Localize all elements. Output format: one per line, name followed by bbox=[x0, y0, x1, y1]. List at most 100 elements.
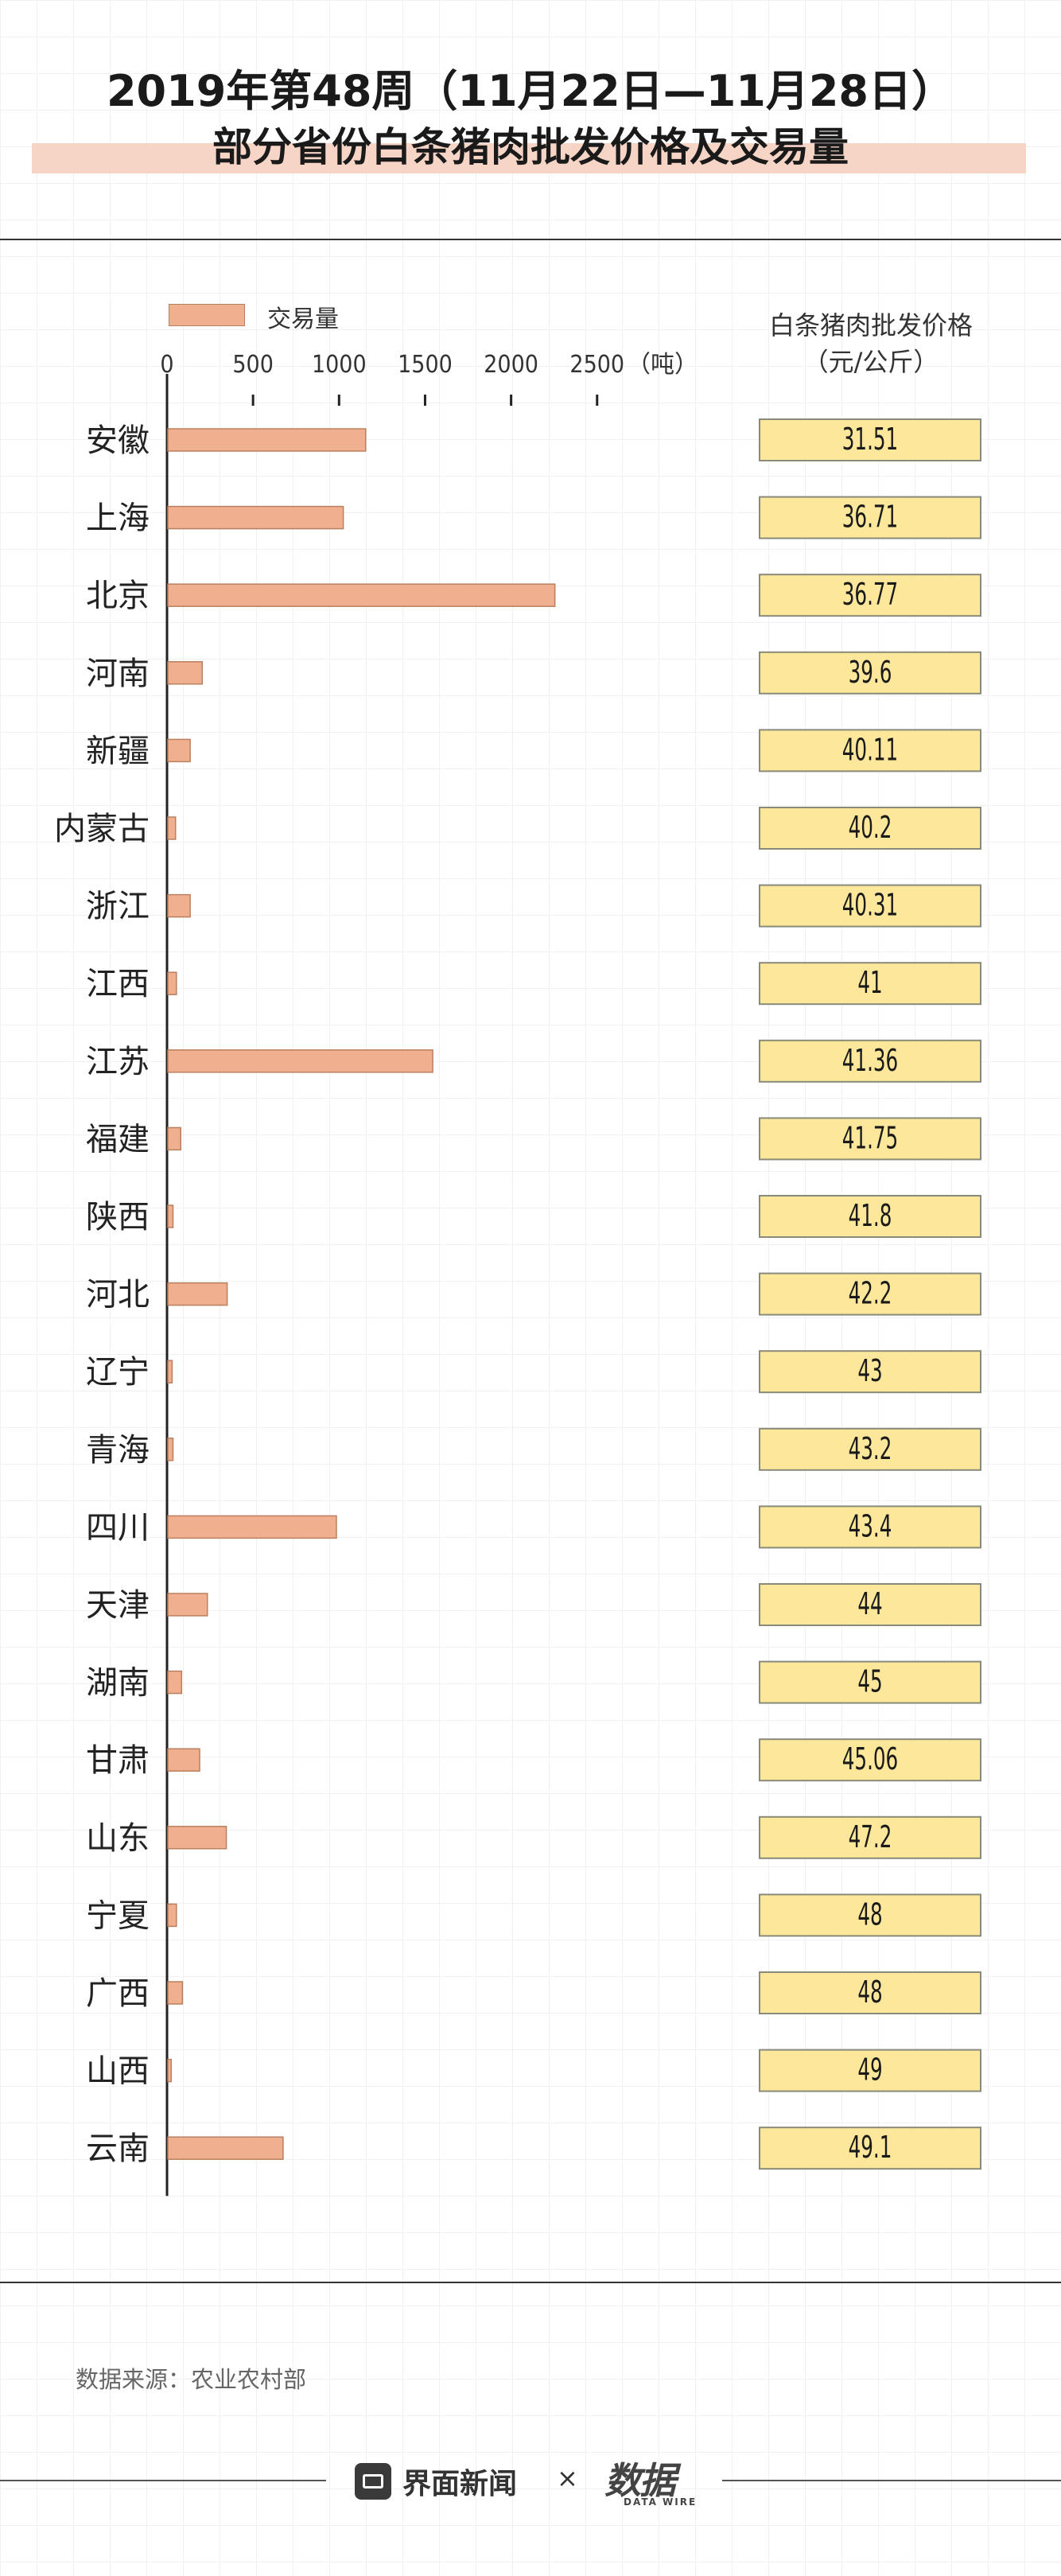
category-label: 湖南 bbox=[86, 1665, 150, 1702]
category-label: 四川 bbox=[86, 1509, 150, 1546]
brand-separator: × bbox=[557, 2463, 578, 2493]
volume-bar bbox=[167, 1049, 433, 1073]
volume-bar bbox=[167, 1282, 228, 1306]
volume-bar bbox=[167, 816, 177, 840]
price-box bbox=[759, 1195, 981, 1238]
category-label: 江苏 bbox=[86, 1044, 150, 1080]
price-value: 45.06 bbox=[842, 1741, 898, 1777]
x-tick-label: 500 bbox=[232, 351, 274, 379]
category-label: 江西 bbox=[86, 966, 150, 1002]
price-value: 40.31 bbox=[842, 887, 898, 923]
price-box bbox=[759, 1427, 981, 1471]
price-value: 47.2 bbox=[849, 1819, 892, 1854]
price-box bbox=[759, 1272, 981, 1316]
price-value: 48 bbox=[857, 1974, 882, 2010]
price-value: 31.51 bbox=[842, 421, 898, 457]
price-box bbox=[759, 884, 981, 928]
legend-label: 交易量 bbox=[267, 305, 339, 333]
brand-logo-icon bbox=[355, 2463, 391, 2500]
category-label: 云南 bbox=[86, 2130, 150, 2167]
chart-title: 2019年第48周（11月22日—11月28日） bbox=[106, 66, 955, 116]
partner-logo-sub: DATA WIRE bbox=[624, 2496, 698, 2508]
volume-bar bbox=[167, 893, 191, 918]
price-box bbox=[759, 1117, 981, 1161]
price-value: 42.2 bbox=[849, 1275, 892, 1311]
price-box bbox=[759, 1738, 981, 1782]
volume-bar bbox=[167, 583, 556, 607]
category-label: 安徽 bbox=[86, 422, 150, 459]
bar-chart: 0 500 1000 1500 2000 2500 （吨） 安徽 31.51 上海 36.71 北京 3… bbox=[54, 351, 981, 2197]
category-label: 宁夏 bbox=[86, 1897, 150, 1934]
price-unit: （元/公斤） bbox=[803, 347, 939, 377]
category-label: 山西 bbox=[86, 2053, 150, 2090]
price-header: 白条猪肉批发价格 bbox=[768, 310, 973, 340]
price-box bbox=[759, 2049, 981, 2092]
price-box bbox=[759, 1505, 981, 1549]
price-value: 41 bbox=[857, 965, 882, 1001]
category-label: 浙江 bbox=[86, 889, 150, 925]
price-value: 49.1 bbox=[849, 2130, 892, 2165]
volume-bar bbox=[167, 1593, 208, 1617]
category-label: 内蒙古 bbox=[54, 811, 150, 847]
category-label: 山东 bbox=[86, 1820, 150, 1857]
category-label: 陕西 bbox=[86, 1199, 150, 1235]
price-box bbox=[759, 1815, 981, 1859]
volume-bar bbox=[167, 971, 177, 995]
price-value: 41.8 bbox=[849, 1197, 892, 1233]
price-box bbox=[759, 1039, 981, 1083]
price-value: 48 bbox=[857, 1897, 882, 1932]
chart-subtitle: 部分省份白条猪肉批发价格及交易量 bbox=[212, 124, 849, 170]
price-box bbox=[759, 1660, 981, 1704]
category-label: 甘肃 bbox=[86, 1742, 150, 1779]
category-label: 青海 bbox=[86, 1432, 150, 1469]
volume-bar bbox=[167, 661, 204, 685]
volume-bar bbox=[167, 1204, 174, 1228]
price-box bbox=[759, 1583, 981, 1626]
price-value: 40.11 bbox=[842, 732, 898, 768]
title-highlight bbox=[32, 143, 1026, 173]
price-value: 43.2 bbox=[849, 1430, 892, 1466]
volume-bar bbox=[167, 1903, 177, 1928]
price-box bbox=[759, 1893, 981, 1937]
price-box bbox=[759, 418, 981, 461]
price-box bbox=[759, 807, 981, 850]
legend-swatch bbox=[169, 304, 245, 326]
x-tick-label: 1500 bbox=[398, 351, 453, 379]
volume-bar bbox=[167, 1826, 227, 1850]
volume-bar bbox=[167, 1670, 183, 1695]
volume-bar bbox=[167, 1360, 173, 1383]
price-box bbox=[759, 651, 981, 695]
volume-bar bbox=[167, 2136, 284, 2160]
partner-logo: 数据 bbox=[604, 2459, 676, 2502]
category-label: 辽宁 bbox=[86, 1354, 150, 1391]
price-value: 49 bbox=[857, 2052, 882, 2088]
category-label: 广西 bbox=[86, 1975, 150, 2012]
top-divider bbox=[0, 239, 1061, 240]
bottom-divider bbox=[0, 2282, 1061, 2283]
x-tick-label: 0 bbox=[160, 351, 173, 379]
price-value: 39.6 bbox=[849, 654, 892, 690]
price-box bbox=[759, 1350, 981, 1394]
price-box bbox=[759, 729, 981, 772]
volume-bar bbox=[167, 1981, 184, 2005]
price-box bbox=[759, 574, 981, 617]
price-value: 40.2 bbox=[849, 809, 892, 845]
volume-bar bbox=[167, 1515, 337, 1539]
category-label: 上海 bbox=[86, 500, 150, 537]
x-unit-label: （吨） bbox=[627, 351, 698, 379]
category-label: 北京 bbox=[86, 578, 150, 614]
volume-bar bbox=[167, 2058, 173, 2083]
x-tick-label: 2000 bbox=[484, 351, 538, 379]
price-box bbox=[759, 1971, 981, 2014]
category-label: 河北 bbox=[86, 1277, 150, 1313]
category-label: 福建 bbox=[86, 1121, 150, 1158]
volume-bar bbox=[167, 738, 191, 763]
data-source: 数据来源：农业农村部 bbox=[76, 2366, 307, 2393]
category-label: 新疆 bbox=[86, 733, 150, 769]
x-tick-label: 2500 bbox=[569, 351, 624, 379]
price-value: 43 bbox=[857, 1353, 882, 1389]
price-value: 45 bbox=[857, 1664, 882, 1699]
price-value: 43.4 bbox=[849, 1508, 892, 1544]
brand-name: 界面新闻 bbox=[402, 2468, 518, 2500]
category-label: 河南 bbox=[86, 656, 150, 692]
